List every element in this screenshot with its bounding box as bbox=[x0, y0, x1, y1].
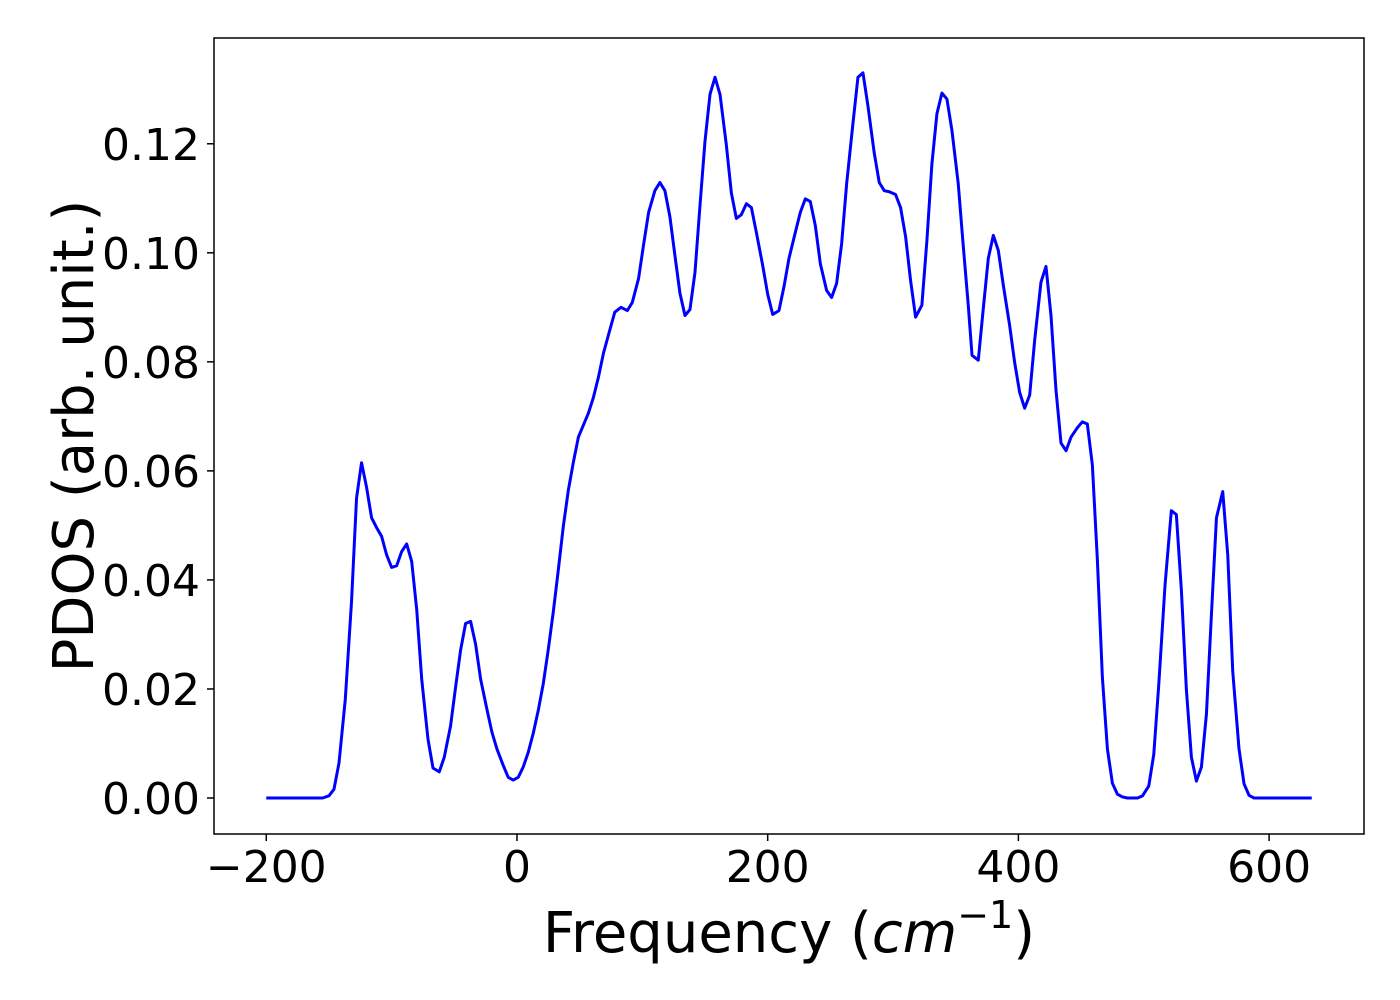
x-tick-label: 400 bbox=[976, 842, 1060, 893]
y-tick-label: 0.10 bbox=[102, 229, 200, 280]
x-label-close: ) bbox=[1013, 901, 1035, 966]
plot-frame bbox=[213, 37, 1365, 835]
y-tick-label: 0.04 bbox=[102, 556, 200, 607]
x-tick-label: 200 bbox=[726, 842, 810, 893]
y-tick-label: 0.00 bbox=[102, 774, 200, 825]
y-tick-label: 0.12 bbox=[102, 120, 200, 171]
x-tick-label: −200 bbox=[206, 842, 327, 893]
x-label-exponent: −1 bbox=[957, 893, 1013, 937]
x-tick-label: 0 bbox=[503, 842, 531, 893]
y-axis-label: PDOS (arb. unit.) bbox=[42, 200, 107, 673]
y-tick-label: 0.08 bbox=[102, 338, 200, 389]
x-label-unit: cm bbox=[872, 901, 957, 966]
y-tick-label: 0.06 bbox=[102, 447, 200, 498]
x-label-text: Frequency ( bbox=[543, 901, 872, 966]
data-line bbox=[266, 71, 1312, 800]
x-tick-label: 600 bbox=[1227, 842, 1311, 893]
x-axis-label: Frequency (cm−1) bbox=[543, 893, 1035, 966]
y-tick-label: 0.02 bbox=[102, 665, 200, 716]
